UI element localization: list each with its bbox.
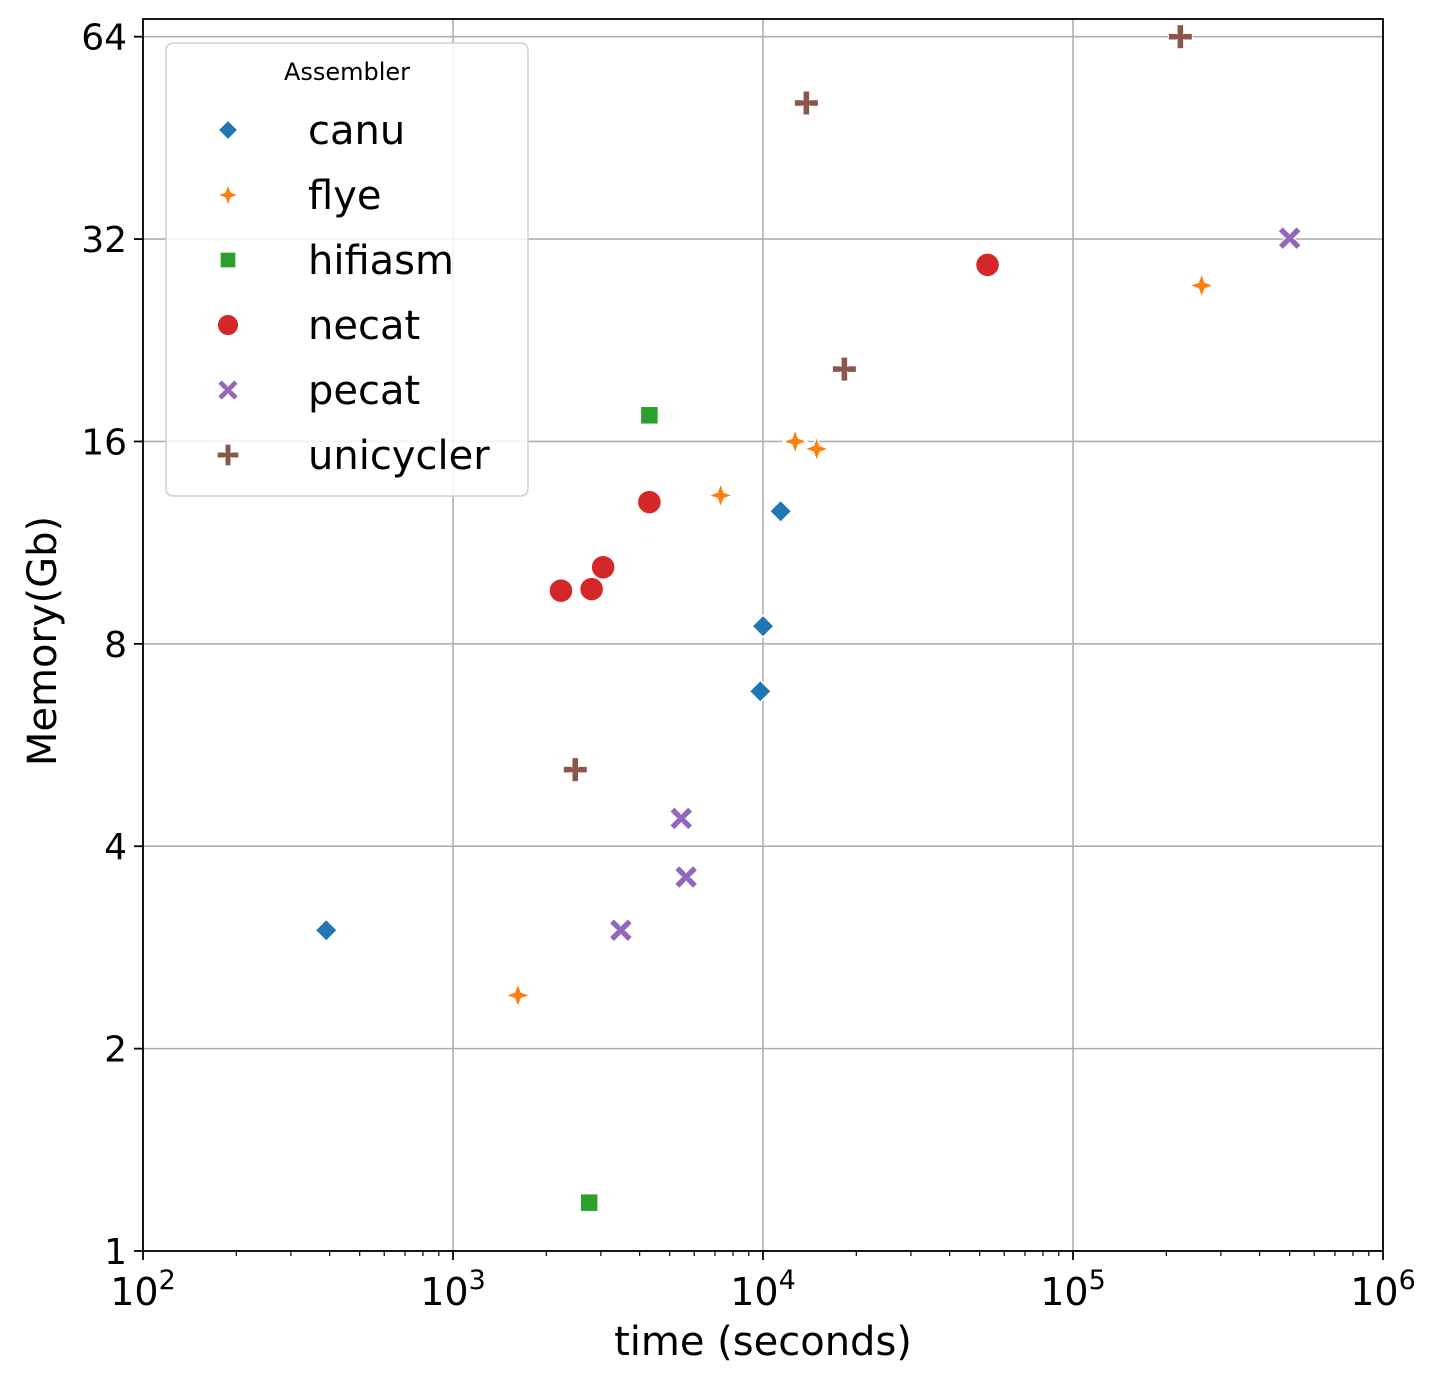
x-axis-label: time (seconds) bbox=[614, 1319, 912, 1365]
point-diamond bbox=[217, 119, 239, 141]
legend-label: necat bbox=[308, 303, 420, 349]
legend-entry: pecat bbox=[216, 368, 420, 414]
y-axis-label: Memory(Gb) bbox=[20, 516, 66, 766]
legend-box bbox=[165, 42, 529, 497]
point-circle bbox=[636, 489, 663, 515]
point-square bbox=[219, 251, 237, 269]
point-circle bbox=[216, 313, 240, 337]
point-diamond bbox=[748, 679, 773, 704]
point-plus bbox=[831, 356, 857, 382]
point-star4 bbox=[802, 435, 831, 463]
y-tick-label: 2 bbox=[104, 1030, 127, 1071]
x-tick-label: 105 bbox=[1040, 1265, 1106, 1314]
point-circle bbox=[974, 252, 1001, 278]
point-square bbox=[639, 405, 660, 426]
point-circle bbox=[578, 576, 605, 602]
point-star4 bbox=[504, 981, 532, 1010]
point-star4 bbox=[781, 427, 809, 456]
point-circle bbox=[548, 577, 574, 604]
point-x bbox=[1277, 226, 1302, 251]
point-circle bbox=[590, 554, 616, 580]
y-tick-label: 4 bbox=[104, 827, 127, 868]
x-tick-label: 104 bbox=[730, 1265, 796, 1314]
x-tick-label: 102 bbox=[110, 1265, 176, 1314]
y-tick-label: 8 bbox=[104, 625, 127, 666]
y-tick-label: 16 bbox=[81, 422, 127, 463]
legend-title: Assembler bbox=[284, 58, 410, 86]
legend: Assembler canu flye hifiasm necat pecat unicyc… bbox=[165, 42, 529, 497]
point-diamond bbox=[768, 499, 793, 524]
point-x bbox=[673, 864, 699, 890]
y-tick-label: 64 bbox=[81, 18, 127, 59]
legend-label: unicycler bbox=[308, 433, 490, 479]
legend-label: pecat bbox=[308, 368, 420, 414]
point-x bbox=[216, 378, 240, 402]
point-plus bbox=[562, 757, 588, 783]
point-x bbox=[608, 918, 634, 943]
data-points bbox=[314, 24, 1302, 1213]
y-tick-label: 32 bbox=[81, 220, 127, 261]
legend-label: canu bbox=[308, 108, 405, 154]
legend-label: flye bbox=[308, 173, 381, 219]
point-diamond bbox=[314, 918, 339, 943]
point-star4 bbox=[706, 481, 735, 510]
point-plus bbox=[793, 90, 819, 116]
point-diamond bbox=[750, 614, 776, 639]
legend-entry: necat bbox=[216, 303, 420, 349]
point-star4 bbox=[215, 182, 241, 208]
legend-entry: unicycler bbox=[216, 433, 490, 479]
legend-entry: canu bbox=[217, 108, 405, 154]
point-x bbox=[669, 806, 694, 831]
point-square bbox=[579, 1192, 599, 1213]
point-star4 bbox=[1187, 271, 1216, 300]
point-plus bbox=[1167, 24, 1193, 50]
x-tick-label: 106 bbox=[1350, 1265, 1416, 1314]
x-tick-label: 103 bbox=[420, 1265, 486, 1314]
legend-entry: hifiasm bbox=[219, 238, 454, 284]
y-tick-label: 1 bbox=[104, 1232, 127, 1273]
legend-label: hifiasm bbox=[308, 238, 454, 284]
legend-entry: flye bbox=[215, 173, 381, 219]
point-plus bbox=[216, 443, 240, 467]
axes: 102 103 104 105 106 1 2 4 8 16 32 64 bbox=[81, 18, 1416, 1314]
